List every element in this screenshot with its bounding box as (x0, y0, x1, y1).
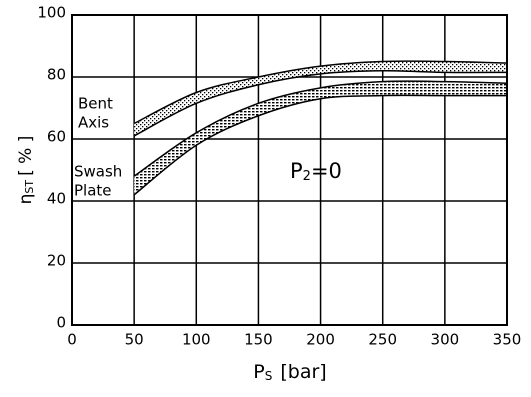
x-tick-label: 250 (368, 331, 397, 349)
x-tick-label: 200 (306, 331, 335, 349)
y-axis-label: ηST [ % ] (16, 136, 36, 205)
series-label: Plate (74, 182, 112, 200)
series-label: Axis (78, 114, 109, 132)
x-tick-label: 100 (182, 331, 211, 349)
band-edge (133, 94, 507, 196)
annotation-main: P (290, 159, 303, 183)
x-tick-label: 0 (67, 331, 77, 349)
x-tick-label: 300 (431, 331, 460, 349)
x-label-main: P (253, 361, 264, 383)
x-tick-label: 150 (244, 331, 273, 349)
band-edge (133, 70, 508, 137)
y-label-main: η (16, 194, 36, 205)
annotation: P2=0 (290, 159, 342, 184)
x-label-sub: S (265, 369, 273, 383)
y-tick-label: 40 (47, 190, 66, 208)
annotation-sub: 2 (303, 169, 311, 184)
x-tick-label: 350 (493, 331, 522, 349)
y-label-unit: [ % ] (16, 136, 36, 176)
annotation-rest: =0 (311, 159, 342, 183)
band-edge (133, 80, 508, 177)
y-label-sub: ST (23, 180, 36, 194)
y-tick-label: 100 (37, 4, 66, 22)
band-edge (133, 60, 508, 125)
x-label-unit: [bar] (280, 361, 326, 383)
x-tick-label: 50 (125, 331, 144, 349)
y-tick-label: 20 (47, 252, 66, 270)
plot-frame (71, 14, 508, 326)
x-axis-label: PS [bar] (253, 361, 326, 383)
svg-text:ηST[ % ]: ηST [ % ] (16, 136, 36, 205)
y-tick-label: 60 (47, 128, 66, 146)
band-fill (134, 81, 507, 195)
y-tick-label: 0 (56, 314, 66, 332)
series-label: Bent (78, 95, 113, 113)
y-tick-label: 80 (47, 66, 66, 84)
series-label: Swash (74, 163, 122, 181)
